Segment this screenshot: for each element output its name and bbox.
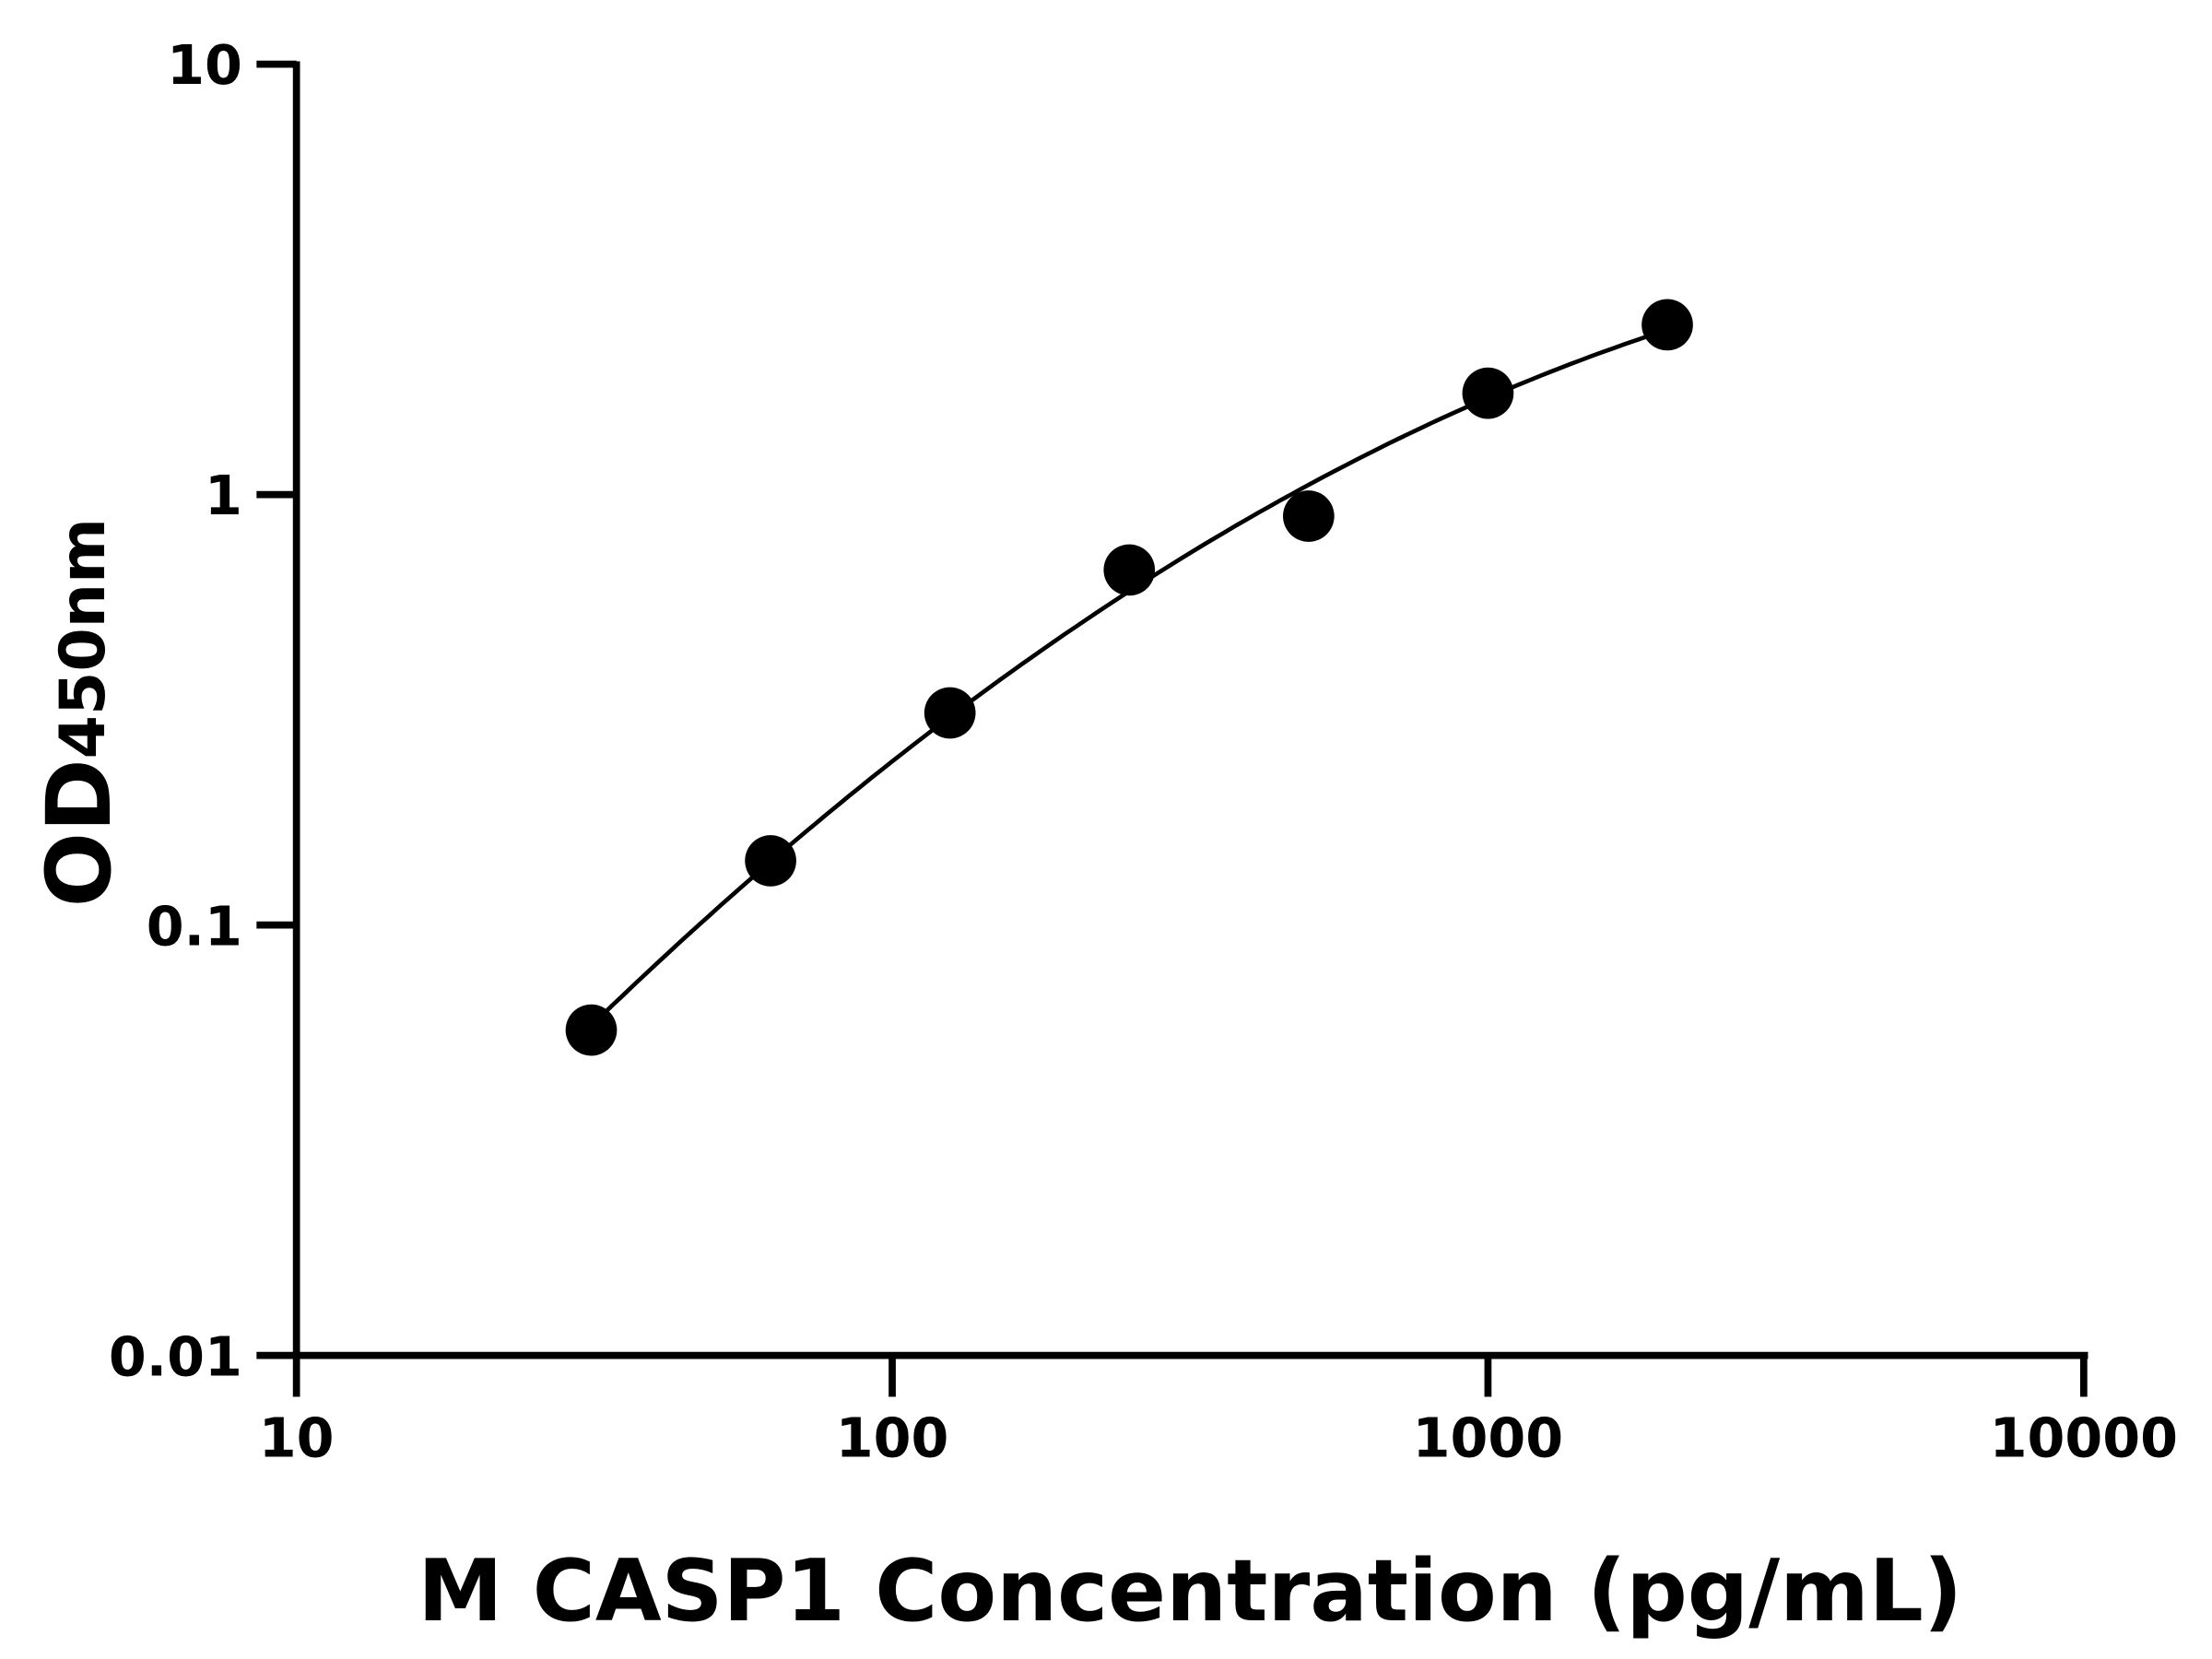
data-point <box>745 835 796 887</box>
y-ticks: 0.01 0.1 1 10 <box>109 33 297 1388</box>
y-tick-label: 1 <box>205 464 242 527</box>
axes <box>292 61 2088 1359</box>
data-point <box>1103 544 1156 596</box>
data-point <box>1462 367 1514 419</box>
y-axis-label: OD450nm <box>28 518 131 907</box>
y-axis-label-main: OD <box>28 759 131 907</box>
data-point <box>1641 299 1693 351</box>
data-point <box>565 1004 618 1056</box>
x-axis-label: M CASP1 Concentration (pg/mL) <box>418 1541 1962 1641</box>
x-ticks: 10 100 1000 10000 <box>259 1355 2178 1469</box>
data-point <box>1283 490 1335 542</box>
x-tick-label: 10000 <box>1990 1406 2178 1469</box>
y-tick-label: 10 <box>167 33 242 97</box>
x-tick-label: 1000 <box>1413 1406 1564 1469</box>
y-tick-label: 0.1 <box>147 894 242 958</box>
x-tick-label: 100 <box>836 1406 949 1469</box>
data-points <box>565 299 1693 1056</box>
y-axis-label-subscript: 450nm <box>47 518 120 759</box>
data-point <box>924 687 976 739</box>
fit-curve <box>589 327 1668 1028</box>
y-tick-label: 0.01 <box>109 1324 242 1388</box>
x-tick-label: 10 <box>259 1406 335 1469</box>
